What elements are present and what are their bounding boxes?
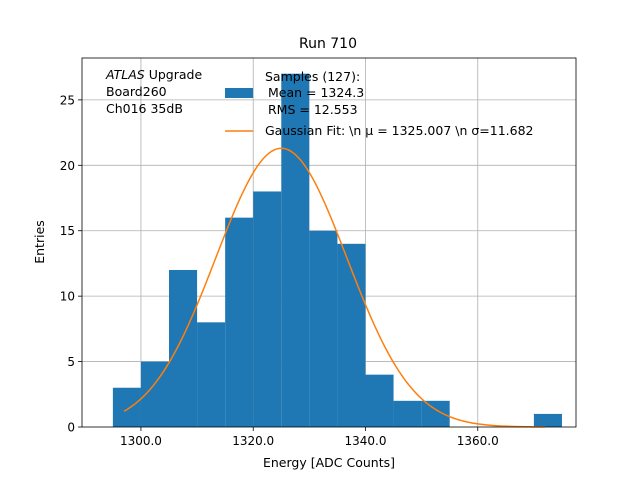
x-axis-label: Energy [ADC Counts] <box>263 455 395 470</box>
x-tick-label-0: 1300.0 <box>120 434 162 448</box>
x-axis-ticks: 1300.0 1320.0 1340.0 1360.0 <box>120 427 499 448</box>
y-tick-label-3: 15 <box>60 224 75 238</box>
legend-samples-line-3: RMS = 12.553 <box>268 102 358 117</box>
histogram-bar-5 <box>253 191 282 427</box>
y-tick-label-0: 0 <box>67 421 75 435</box>
y-axis-ticks: 0 5 10 15 20 25 <box>60 93 82 435</box>
x-tick-label-3: 1360.0 <box>457 434 499 448</box>
y-tick-label-2: 10 <box>60 290 75 304</box>
histogram-bar-9 <box>365 374 394 427</box>
histogram-bar-15 <box>533 413 562 427</box>
histogram-bar-11 <box>421 400 450 427</box>
legend-fit-label: Gaussian Fit: \n μ = 1325.007 \n σ=11.68… <box>265 123 534 138</box>
histogram-bar-0 <box>112 387 141 427</box>
atlas-annotation: ATLAS Upgrade Board260 Ch016 35dB <box>105 67 202 116</box>
chart-title: Run 710 <box>299 36 357 52</box>
y-tick-label-1: 5 <box>67 355 75 369</box>
y-tick-label-5: 25 <box>60 93 75 107</box>
annotation-line-3: Ch016 35dB <box>106 101 183 116</box>
annotation-line-2: Board260 <box>106 84 167 99</box>
x-tick-label-2: 1340.0 <box>344 434 386 448</box>
histogram-bar-3 <box>197 322 226 427</box>
legend-samples-line-1: Samples (127): <box>265 69 360 84</box>
x-tick-label-1: 1320.0 <box>232 434 274 448</box>
histogram-bar-7 <box>309 230 338 427</box>
annotation-line-1: ATLAS Upgrade <box>105 67 202 82</box>
histogram-bar-8 <box>337 243 366 427</box>
y-tick-label-4: 20 <box>60 159 75 173</box>
annotation-atlas-word: ATLAS <box>105 67 145 82</box>
histogram-bars <box>112 73 562 428</box>
y-axis-label: Entries <box>32 220 47 264</box>
gaussian-fit-curve <box>123 147 546 428</box>
plot-frame <box>81 57 577 428</box>
annotation-upgrade-word: Upgrade <box>145 67 203 82</box>
legend-samples-line-2: Mean = 1324.3 <box>268 85 364 100</box>
legend-bar-swatch <box>225 88 253 98</box>
histogram-bar-6 <box>281 73 310 428</box>
legend: Samples (127): Mean = 1324.3 RMS = 12.55… <box>225 69 534 138</box>
histogram-bar-4 <box>225 217 254 427</box>
histogram-bar-10 <box>393 400 422 427</box>
histogram-bar-2 <box>169 269 198 427</box>
